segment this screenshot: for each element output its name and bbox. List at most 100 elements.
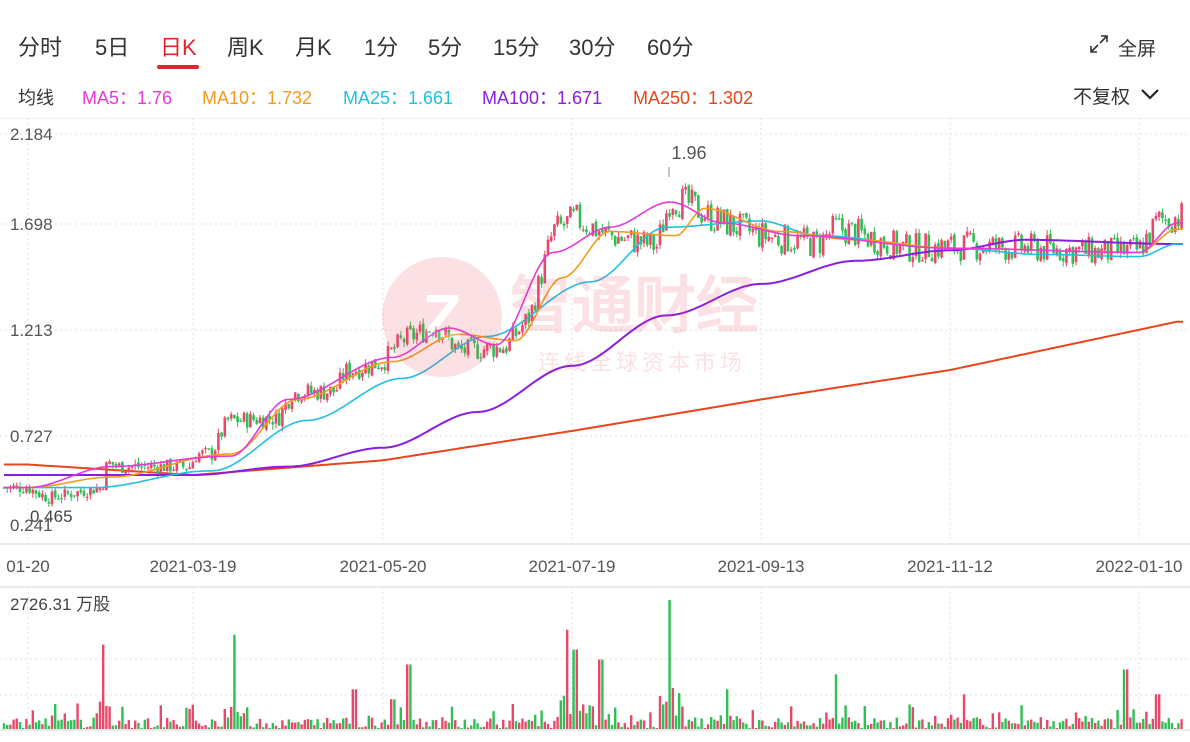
candle-body <box>434 329 438 338</box>
candle-body <box>453 344 457 350</box>
volume-bar <box>927 722 930 729</box>
candle-body <box>319 386 323 399</box>
candle-body <box>521 325 524 332</box>
volume-bar <box>185 707 188 729</box>
candle-body <box>1068 247 1071 251</box>
candle-body <box>780 245 783 254</box>
volume-bar <box>159 705 162 729</box>
candle-body <box>575 204 579 210</box>
volume-bar <box>828 719 831 729</box>
candle-body <box>389 347 393 350</box>
candle-body <box>146 467 150 469</box>
volume-bar <box>655 728 658 729</box>
candle-body <box>965 231 969 237</box>
x-tick-label: 2021-03-19 <box>150 557 237 576</box>
tab-30min[interactable]: 30分 <box>569 35 616 60</box>
candle-body <box>21 492 25 494</box>
volume-bar <box>678 693 681 729</box>
tab-weekly-k[interactable]: 周K <box>227 35 264 60</box>
volume-bar <box>66 721 70 729</box>
volume-bar <box>434 719 438 729</box>
candle-body <box>437 331 441 341</box>
volume-bar <box>447 722 450 729</box>
tab-15min[interactable]: 15分 <box>493 35 540 60</box>
volume-bar <box>220 726 223 729</box>
volume-bar <box>178 726 182 729</box>
candle-body <box>1119 241 1123 254</box>
volume-bar <box>1100 725 1103 729</box>
adjust-dropdown[interactable]: 不复权 <box>1073 82 1160 109</box>
volume-bar <box>380 722 383 729</box>
volume-bar <box>985 726 988 729</box>
x-tick-label: 2021-09-13 <box>718 557 805 576</box>
volume-bar <box>38 720 41 729</box>
volume-bar <box>534 714 537 729</box>
volume-bar <box>911 707 914 729</box>
volume-bar <box>796 720 799 729</box>
volume-bar <box>943 726 946 729</box>
candle-body <box>447 330 451 338</box>
candle-body <box>313 389 316 394</box>
volume-bar <box>383 719 386 729</box>
tab-5min[interactable]: 5分 <box>428 35 463 60</box>
volume-bar <box>674 715 678 729</box>
volume-bar <box>482 726 486 729</box>
volume-bar <box>271 723 274 729</box>
volume-bar <box>950 714 953 729</box>
candle-body <box>450 337 454 350</box>
candle-body <box>236 416 239 423</box>
candle-body <box>773 234 777 237</box>
volume-bar <box>908 704 911 729</box>
candle-body <box>105 462 108 491</box>
tab-60min[interactable]: 60分 <box>647 35 694 60</box>
volume-bar <box>310 719 313 729</box>
volume-bar <box>706 724 710 729</box>
fullscreen-button[interactable]: 全屏 <box>1088 33 1156 61</box>
tab-daily-k[interactable]: 日K <box>160 35 197 60</box>
volume-bar <box>1161 721 1164 729</box>
tab-1min[interactable]: 1分 <box>364 35 399 60</box>
candle-body <box>745 213 748 218</box>
candle-body <box>357 369 361 379</box>
candle-body <box>908 235 911 262</box>
candle-body <box>623 239 627 241</box>
candle-body <box>677 214 681 218</box>
volume-bar <box>1132 709 1135 729</box>
volume-bar <box>972 718 975 729</box>
candle-body <box>498 348 502 353</box>
volume-bar <box>466 727 470 729</box>
tab-monthly-k[interactable]: 月K <box>295 35 332 60</box>
volume-bar <box>697 726 700 729</box>
candle-body <box>252 415 255 421</box>
volume-bar <box>50 715 54 729</box>
volume-bar <box>143 719 146 729</box>
volume-bar <box>47 725 50 729</box>
candle-body <box>735 231 739 235</box>
volume-bar <box>786 722 790 729</box>
candle-body <box>1007 251 1011 260</box>
tab-5day[interactable]: 5日 <box>95 35 130 60</box>
volume-bar <box>450 706 454 729</box>
volume-bar <box>63 713 66 729</box>
volume-bar <box>1180 719 1183 729</box>
volume-bar <box>722 724 726 729</box>
candle-body <box>949 236 953 240</box>
adjust-label: 不复权 <box>1072 87 1130 108</box>
volume-bar <box>761 720 764 729</box>
volume-bar <box>719 715 722 729</box>
volume-bar <box>140 727 143 729</box>
x-tick-label: 01-20 <box>6 557 49 576</box>
volume-bar <box>406 664 409 729</box>
tab-fenshi[interactable]: 分时 <box>18 35 63 60</box>
ma25-value: MA25：1.661 <box>343 88 454 108</box>
volume-bar <box>486 721 489 729</box>
candle-body <box>597 231 601 236</box>
candle-body <box>210 448 214 460</box>
candle-body <box>175 461 179 471</box>
volume-bar <box>1167 718 1170 729</box>
candle-body <box>741 213 745 216</box>
volume-bar <box>374 725 377 729</box>
candle-body <box>1020 234 1023 251</box>
volume-bar <box>214 721 217 729</box>
candle-body <box>1052 243 1055 254</box>
